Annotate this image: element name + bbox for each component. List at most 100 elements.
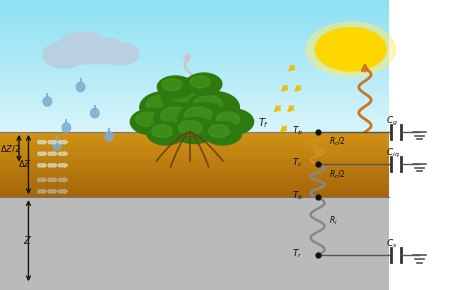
Bar <box>0 119 389 122</box>
Circle shape <box>186 73 222 95</box>
Bar <box>0 186 389 188</box>
Bar <box>0 80 389 86</box>
Bar <box>0 102 389 106</box>
Circle shape <box>161 107 189 124</box>
Bar <box>0 156 389 158</box>
Bar <box>0 36 389 39</box>
Bar <box>0 63 389 66</box>
Bar <box>0 96 389 99</box>
Bar <box>0 59 389 63</box>
Bar <box>0 149 389 151</box>
Text: $\Delta Z$: $\Delta Z$ <box>18 158 32 169</box>
Bar <box>0 30 389 33</box>
Circle shape <box>168 83 200 102</box>
FancyArrow shape <box>59 163 68 167</box>
Bar <box>0 188 389 191</box>
Bar <box>0 145 389 147</box>
Bar <box>0 23 389 26</box>
Circle shape <box>178 103 230 135</box>
Text: $Z$: $Z$ <box>23 234 32 246</box>
Bar <box>0 154 389 156</box>
Bar <box>59 52 123 63</box>
Circle shape <box>184 107 213 124</box>
Text: $C_g$: $C_g$ <box>386 115 398 128</box>
FancyArrow shape <box>48 178 57 182</box>
Bar <box>0 151 389 154</box>
Text: $C_{iq}$: $C_{iq}$ <box>386 146 400 160</box>
Bar <box>0 89 389 92</box>
Bar <box>0 72 389 76</box>
Circle shape <box>306 22 395 77</box>
Circle shape <box>152 125 173 137</box>
FancyArrow shape <box>59 140 68 144</box>
Bar <box>0 115 389 120</box>
Circle shape <box>211 109 254 135</box>
Circle shape <box>43 42 85 68</box>
Bar <box>0 126 389 132</box>
FancyArrow shape <box>59 178 68 182</box>
FancyArrow shape <box>48 152 57 156</box>
Circle shape <box>190 76 210 88</box>
FancyArrow shape <box>38 163 47 167</box>
Bar <box>0 86 389 91</box>
FancyArrow shape <box>38 140 47 144</box>
Circle shape <box>136 112 159 126</box>
Bar <box>0 103 389 109</box>
FancyArrow shape <box>48 189 57 193</box>
Bar <box>0 79 389 82</box>
Text: $R_i$: $R_i$ <box>329 214 338 227</box>
Ellipse shape <box>53 140 61 150</box>
Bar <box>0 129 389 132</box>
Bar <box>0 66 389 69</box>
Text: $R_c/2$: $R_c/2$ <box>329 168 346 181</box>
Bar <box>0 92 389 96</box>
Bar <box>0 171 389 173</box>
Ellipse shape <box>105 132 113 141</box>
Bar <box>0 180 389 182</box>
Ellipse shape <box>91 108 99 118</box>
Circle shape <box>173 117 216 144</box>
Bar <box>0 109 389 112</box>
Bar <box>0 136 389 138</box>
Bar <box>0 164 389 167</box>
Bar <box>0 134 389 136</box>
Text: $T_f$: $T_f$ <box>258 116 270 130</box>
Circle shape <box>204 122 242 145</box>
FancyArrow shape <box>38 189 47 193</box>
Bar <box>0 56 389 59</box>
Text: $T_r$: $T_r$ <box>292 248 302 260</box>
Ellipse shape <box>76 82 85 92</box>
Text: $\Delta Z/2$: $\Delta Z/2$ <box>0 143 21 154</box>
Bar <box>0 109 389 115</box>
Bar <box>0 184 389 186</box>
Bar <box>0 141 389 143</box>
FancyArrow shape <box>59 189 68 193</box>
Bar <box>0 53 389 56</box>
Bar <box>0 10 389 13</box>
Bar <box>0 158 389 160</box>
Circle shape <box>162 79 182 91</box>
Bar <box>0 195 389 197</box>
FancyArrow shape <box>38 178 47 182</box>
Bar <box>0 139 389 141</box>
Bar <box>0 143 389 145</box>
Bar <box>0 99 389 102</box>
Text: $C_s$: $C_s$ <box>386 238 398 250</box>
Circle shape <box>315 28 386 71</box>
Circle shape <box>209 125 229 137</box>
Circle shape <box>147 122 185 145</box>
Bar <box>0 86 389 89</box>
Bar <box>0 191 389 193</box>
Bar <box>0 193 389 195</box>
Bar <box>0 82 389 86</box>
Bar <box>0 125 389 129</box>
Circle shape <box>140 91 192 123</box>
Bar <box>0 122 389 125</box>
Bar <box>0 74 389 80</box>
Bar <box>0 112 389 115</box>
Circle shape <box>57 32 109 64</box>
Circle shape <box>83 38 126 64</box>
Bar <box>0 0 389 3</box>
Bar <box>0 120 389 126</box>
Bar <box>0 182 389 184</box>
